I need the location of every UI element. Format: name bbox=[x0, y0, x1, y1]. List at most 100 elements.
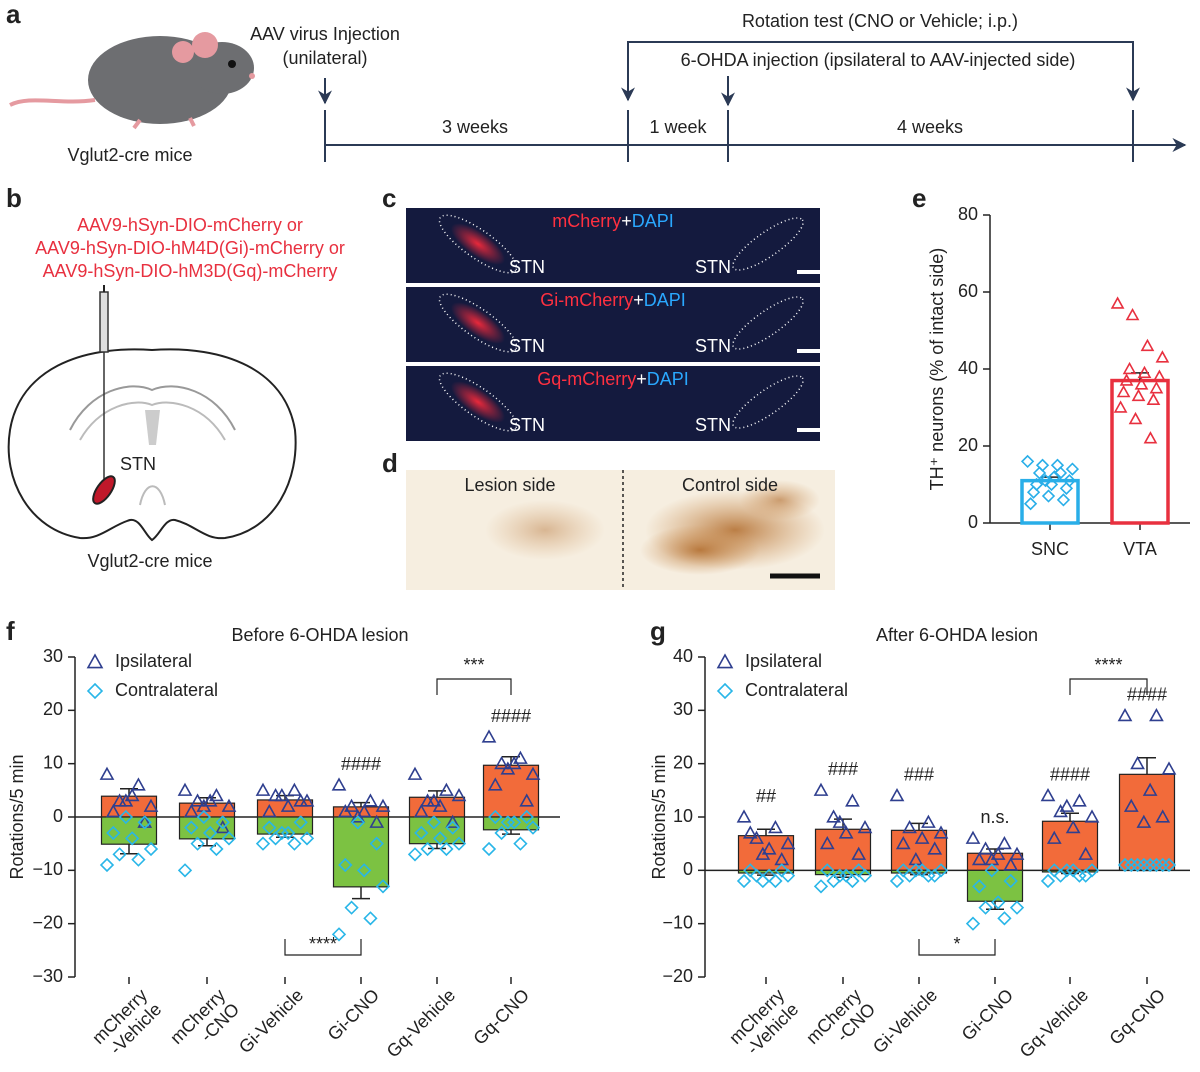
diamond-marker bbox=[1020, 454, 1035, 469]
diamond-marker bbox=[414, 825, 429, 841]
triangle-marker bbox=[413, 804, 429, 818]
diamond-marker bbox=[1059, 481, 1074, 495]
diamond-marker bbox=[1065, 462, 1080, 476]
diamond-marker bbox=[1032, 466, 1047, 480]
triangle-marker bbox=[202, 793, 218, 807]
triangle-marker bbox=[99, 766, 115, 780]
y-tick-label: −30 bbox=[32, 966, 63, 986]
triangle-marker bbox=[921, 814, 936, 828]
triangle-marker bbox=[813, 782, 829, 796]
diamond-marker bbox=[433, 831, 448, 846]
error-bar bbox=[428, 790, 446, 798]
y-tick-label: 0 bbox=[683, 859, 693, 879]
diamond-marker bbox=[215, 815, 230, 830]
diamond-marker bbox=[203, 825, 218, 841]
injection-label: (unilateral) bbox=[282, 48, 367, 68]
triangle-marker bbox=[1134, 377, 1149, 390]
stn-outline bbox=[438, 293, 518, 353]
diamond-marker bbox=[500, 815, 515, 830]
diamond-marker bbox=[1056, 493, 1071, 507]
triangle-marker bbox=[481, 729, 497, 743]
diamond-marker bbox=[137, 815, 152, 830]
triangle-marker bbox=[221, 798, 237, 812]
diamond-marker bbox=[832, 868, 847, 883]
diamond-marker bbox=[519, 809, 534, 825]
triangle-marker bbox=[369, 814, 385, 828]
triangle-marker bbox=[344, 798, 359, 812]
triangle-marker bbox=[1116, 384, 1131, 398]
diamond-marker bbox=[1009, 900, 1025, 915]
significance-label: * bbox=[953, 934, 960, 954]
triangle-marker bbox=[1072, 793, 1087, 807]
triangle-marker bbox=[124, 788, 140, 802]
diamond-marker bbox=[736, 873, 752, 889]
stain-label: Gi-mCherry bbox=[540, 290, 633, 310]
construct: AAV9-hSyn-DIO-hM4D(Gi)-mCherry or bbox=[35, 238, 345, 258]
panel-label: g bbox=[650, 616, 666, 646]
triangle-marker bbox=[780, 836, 796, 850]
triangle-marker bbox=[1131, 388, 1146, 402]
legend-label: Contralateral bbox=[745, 680, 848, 700]
diamond-marker bbox=[978, 900, 993, 915]
triangle-marker bbox=[902, 820, 917, 834]
triangle-marker bbox=[914, 830, 930, 844]
triangle-marker bbox=[426, 793, 442, 807]
significance-bracket bbox=[436, 678, 512, 695]
triangle-marker bbox=[1149, 381, 1164, 394]
diamond-marker bbox=[774, 863, 789, 878]
histology-image bbox=[406, 470, 835, 590]
triangle-marker bbox=[506, 756, 522, 770]
diamond-marker bbox=[184, 820, 199, 835]
diamond-marker bbox=[375, 879, 391, 894]
triangle-marker bbox=[1009, 846, 1025, 860]
triangle-marker bbox=[118, 793, 134, 807]
legend-label: Ipsilateral bbox=[115, 651, 192, 671]
triangle-marker bbox=[1040, 788, 1056, 802]
diamond-marker bbox=[965, 916, 981, 931]
significance-label: **** bbox=[1094, 655, 1122, 675]
y-tick-label: 20 bbox=[958, 435, 978, 455]
triangle-marker bbox=[1125, 307, 1140, 321]
stain-label: Gq-mCherry bbox=[537, 369, 636, 389]
triangle-marker bbox=[209, 788, 224, 802]
y-tick-label: 40 bbox=[673, 646, 693, 666]
diamond-marker bbox=[1044, 477, 1059, 492]
diamond-marker bbox=[507, 815, 522, 830]
triangle-marker bbox=[845, 793, 860, 807]
diamond-marker bbox=[488, 809, 503, 825]
diamond-marker bbox=[426, 815, 441, 830]
stn-label: STN bbox=[695, 415, 731, 435]
diamond-marker bbox=[1023, 497, 1038, 511]
diamond-marker bbox=[915, 863, 930, 878]
diamond-marker bbox=[281, 825, 296, 841]
diamond-marker bbox=[1155, 857, 1170, 873]
error-bar bbox=[502, 829, 520, 835]
triangle-marker bbox=[1122, 361, 1137, 375]
diamond-marker bbox=[820, 863, 835, 878]
diamond-marker bbox=[839, 868, 854, 883]
triangle-marker bbox=[1155, 350, 1170, 363]
image-title: Gi-mCherry+DAPI bbox=[540, 290, 686, 310]
stain-label: DAPI bbox=[632, 211, 674, 231]
stn-label: STN bbox=[509, 336, 545, 356]
diamond-marker bbox=[1040, 873, 1056, 889]
error-bar bbox=[428, 843, 446, 850]
diamond-marker bbox=[1136, 857, 1151, 873]
diamond-marker bbox=[357, 863, 372, 878]
annotation: ### bbox=[904, 764, 934, 784]
diamond-marker bbox=[1047, 863, 1062, 878]
annotation: ### bbox=[828, 759, 858, 779]
triangle-marker bbox=[487, 777, 503, 791]
triangle-marker bbox=[927, 841, 943, 855]
y-tick-label: 20 bbox=[673, 752, 693, 772]
bar bbox=[332, 816, 390, 888]
triangle-marker bbox=[1046, 830, 1062, 844]
triangle-marker bbox=[1146, 392, 1161, 406]
triangle-marker bbox=[356, 804, 372, 818]
stain-label: + bbox=[633, 290, 644, 310]
triangle-marker bbox=[1123, 798, 1139, 812]
region-label: STN bbox=[120, 454, 156, 474]
diamond-marker bbox=[525, 820, 541, 835]
diamond-marker bbox=[1130, 857, 1145, 873]
